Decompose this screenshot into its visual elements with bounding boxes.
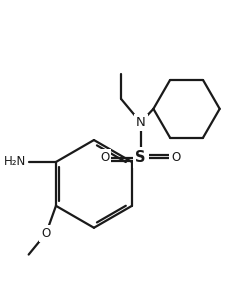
Text: S: S bbox=[136, 150, 146, 165]
Text: N: N bbox=[136, 116, 146, 129]
Text: O: O bbox=[171, 151, 181, 164]
Text: O: O bbox=[42, 227, 51, 240]
Text: O: O bbox=[100, 151, 109, 164]
Text: H₂N: H₂N bbox=[3, 155, 26, 168]
